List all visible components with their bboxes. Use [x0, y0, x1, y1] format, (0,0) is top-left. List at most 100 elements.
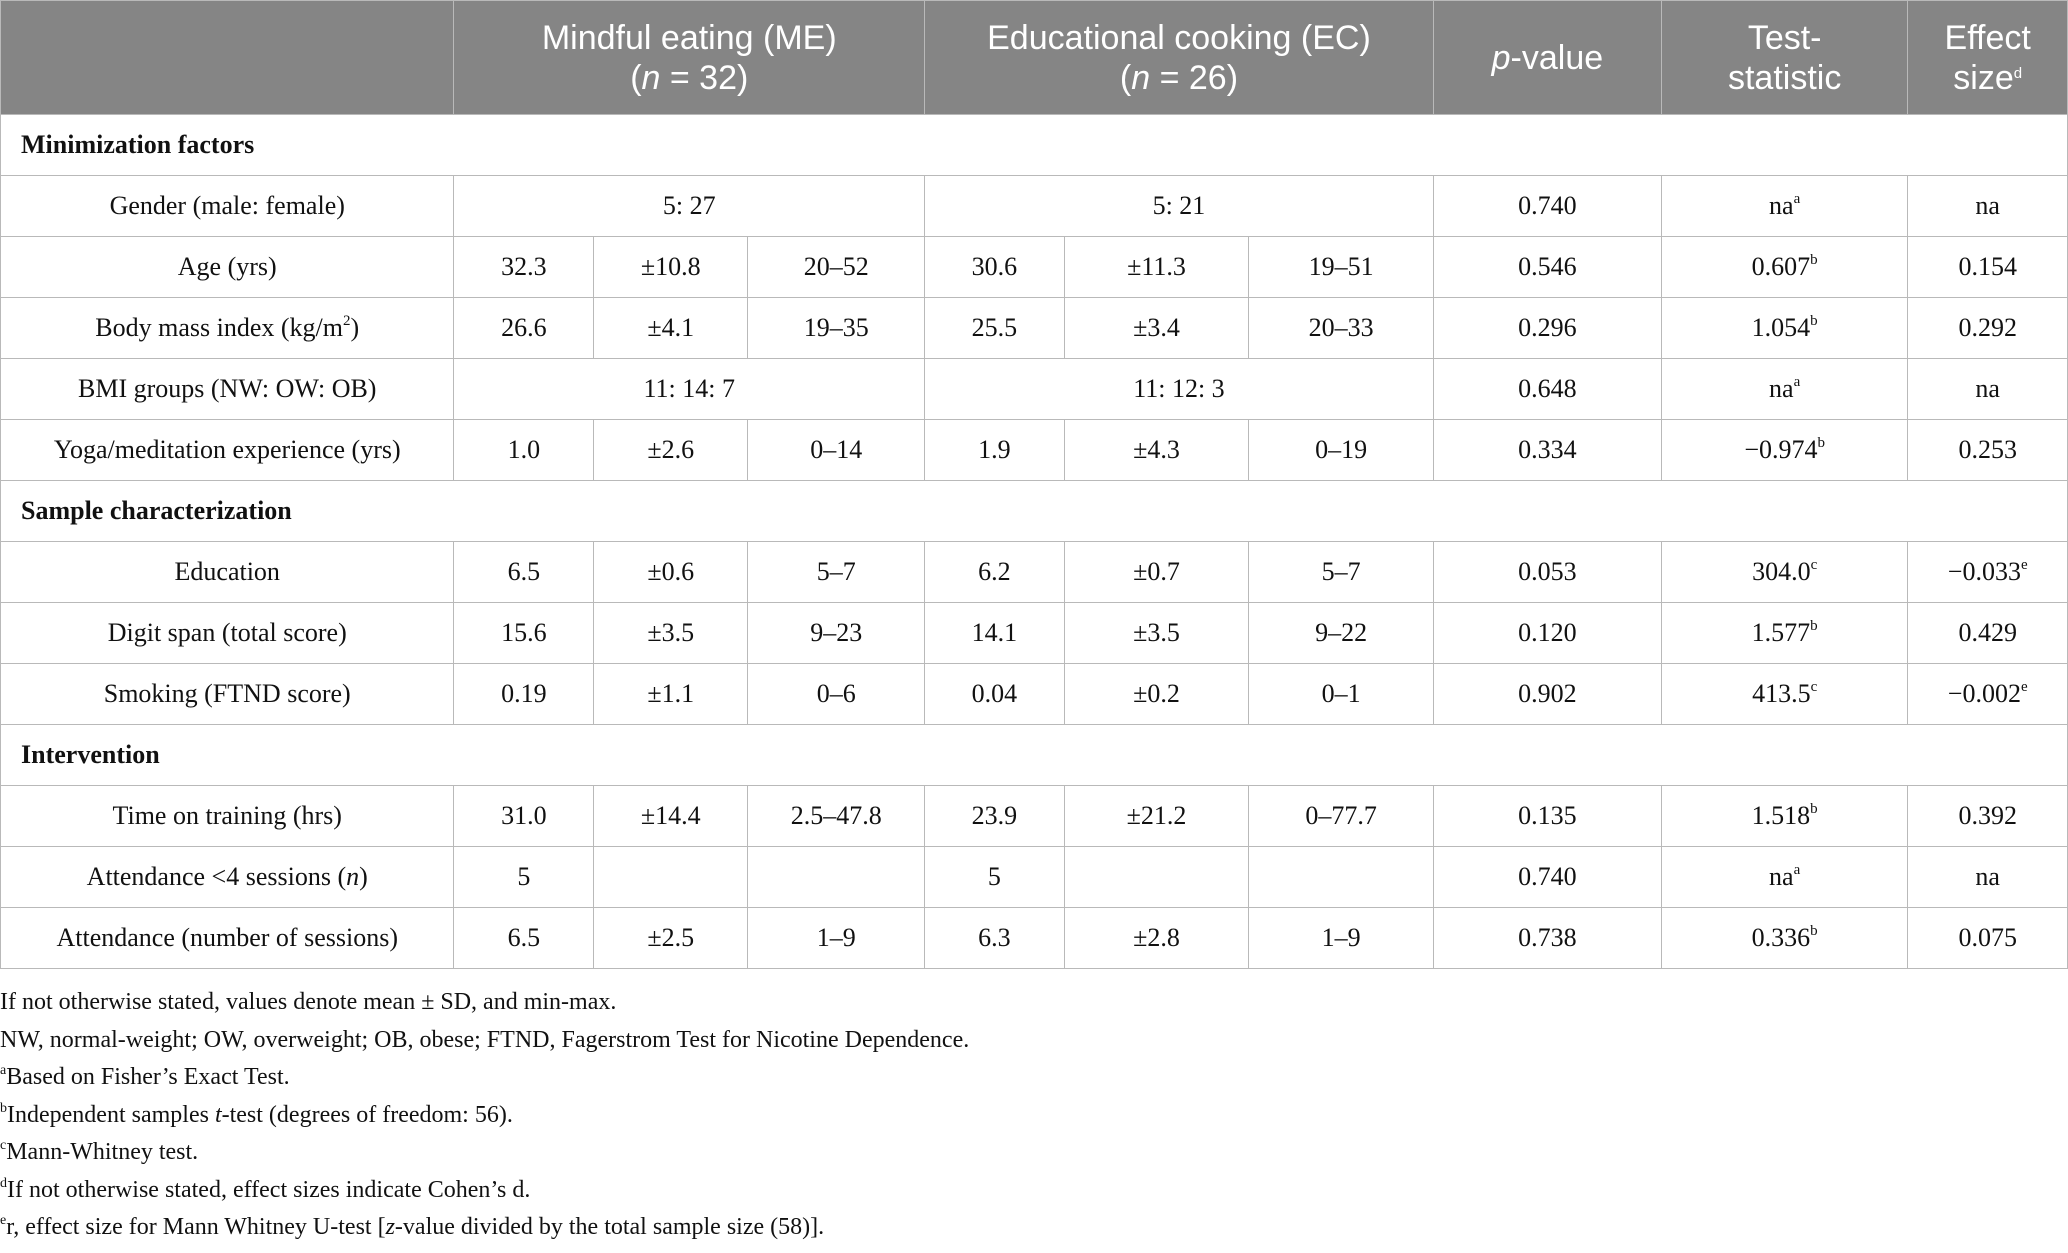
footnote: bIndependent samples t-test (degrees of … [0, 1097, 969, 1135]
cell-stat: 1.054b [1660, 297, 1909, 359]
cell-p: 0.648 [1432, 358, 1662, 420]
cell-ec-mean: 30.6 [924, 236, 1065, 298]
cell-stat: 1.518b [1660, 785, 1909, 847]
cell-ec: 11: 12: 3 [924, 358, 1434, 420]
stat-value: −0.974 [1744, 435, 1818, 464]
footnote-text: Mann-Whitney test. [6, 1139, 199, 1165]
cell-ec-range: 0–19 [1248, 419, 1434, 481]
cell-p: 0.738 [1432, 907, 1662, 969]
stat-value: 1.577 [1751, 618, 1811, 647]
section-row: Minimization factors [0, 114, 2068, 176]
header-ec-title: Educational cooking (EC) [987, 18, 1371, 57]
cell-p: 0.740 [1432, 175, 1662, 237]
cell-stat: 413.5c [1660, 663, 1909, 725]
label-end: ) [350, 313, 360, 342]
cell-ec-range: 0–1 [1248, 663, 1434, 725]
effect-value: −0.033 [1947, 557, 2021, 586]
section-row: Sample characterization [0, 480, 2068, 542]
header-p-text: p-value [1491, 38, 1604, 77]
stat-sup: b [1810, 252, 1818, 268]
footnote-text: If not otherwise stated, effect sizes in… [7, 1176, 531, 1203]
stat-value: na [1769, 374, 1794, 403]
cell-me-sd: ±14.4 [593, 785, 749, 847]
cell-stat: naa [1660, 358, 1909, 420]
cell-me-range: 0–14 [747, 419, 926, 481]
cell-ec-range: 1–9 [1248, 907, 1434, 969]
effect-value: 0.154 [1958, 252, 2017, 281]
stat-value: 413.5 [1752, 679, 1811, 708]
cell-p: 0.334 [1432, 419, 1662, 481]
cell-effect: 0.429 [1907, 602, 2068, 664]
cell-ec-mean: 1.9 [924, 419, 1065, 481]
footnote: dIf not otherwise stated, effect sizes i… [0, 1172, 969, 1210]
row-label: Gender (male: female) [0, 175, 455, 237]
cell-stat: −0.974b [1660, 419, 1909, 481]
header-n-italic: n [641, 58, 661, 97]
stat-value: 0.607 [1751, 252, 1811, 281]
footnote-sup: d [0, 1175, 7, 1191]
cell-ec-sd: ±0.2 [1063, 663, 1250, 725]
section-row: Intervention [0, 724, 2068, 786]
header-me-n: (n = 32) [630, 58, 749, 97]
cell-me: 11: 14: 7 [453, 358, 926, 420]
cell-stat: naa [1660, 175, 1909, 237]
cell-stat: 0.607b [1660, 236, 1909, 298]
footnote-sup: c [0, 1138, 7, 1153]
cell-p: 0.740 [1432, 846, 1662, 908]
cell-me-sd: ±2.6 [593, 419, 749, 481]
stat-sup: b [1810, 313, 1818, 329]
cell-effect: 0.253 [1907, 419, 2068, 481]
header-row: Mindful eating (ME) (n = 32) Educational… [0, 0, 2068, 115]
table-row: Attendance (number of sessions) 6.5 ±2.5… [0, 907, 2068, 969]
footnote: NW, normal-weight; OW, overweight; OB, o… [0, 1022, 969, 1060]
header-test-line2: statistic [1727, 58, 1842, 97]
cell-p: 0.546 [1432, 236, 1662, 298]
footnote-text: Independent samples [7, 1101, 215, 1128]
cell-me-sd [593, 846, 749, 908]
cell-me-range: 0–6 [747, 663, 926, 725]
label-sup: 2 [343, 313, 351, 329]
label-italic: n [346, 862, 360, 891]
cell-ec-mean: 6.3 [924, 907, 1065, 969]
cell-effect: na [1907, 358, 2068, 420]
cell-ec-range: 9–22 [1248, 602, 1434, 664]
stat-sup: c [1810, 557, 1818, 573]
footnote: er, effect size for Mann Whitney U-test … [0, 1209, 969, 1247]
cell-ec-mean: 5 [924, 846, 1065, 908]
footnote-italic: t [214, 1101, 222, 1128]
cell-me-range: 2.5–47.8 [747, 785, 926, 847]
results-table: Mindful eating (ME) (n = 32) Educational… [0, 0, 2068, 969]
header-p-value: p-value [1432, 0, 1662, 115]
cell-me-range: 5–7 [747, 541, 926, 603]
cell-ec-sd: ±11.3 [1063, 236, 1250, 298]
stat-value: na [1769, 191, 1794, 220]
stat-value: na [1769, 862, 1794, 891]
stat-sup: b [1810, 923, 1818, 939]
stat-sup: c [1810, 679, 1818, 695]
cell-ec-sd: ±4.3 [1063, 419, 1250, 481]
cell-p: 0.902 [1432, 663, 1662, 725]
cell-ec-sd: ±2.8 [1063, 907, 1250, 969]
stat-value: 0.336 [1751, 923, 1811, 952]
footnote-text: -value divided by the total sample size … [394, 1214, 825, 1240]
cell-me-sd: ±0.6 [593, 541, 749, 603]
effect-value: −0.002 [1947, 679, 2021, 708]
stat-sup: b [1810, 618, 1818, 634]
cell-ec-mean: 0.04 [924, 663, 1065, 725]
row-label: Education [0, 541, 455, 603]
row-label: Time on training (hrs) [0, 785, 455, 847]
cell-ec: 5: 21 [924, 175, 1434, 237]
cell-ec-range: 19–51 [1248, 236, 1434, 298]
cell-ec-mean: 25.5 [924, 297, 1065, 359]
cell-ec-sd: ±3.5 [1063, 602, 1250, 664]
effect-value: na [1975, 862, 2000, 891]
cell-me-sd: ±4.1 [593, 297, 749, 359]
cell-me-mean: 15.6 [453, 602, 595, 664]
cell-me-sd: ±10.8 [593, 236, 749, 298]
table-row: Body mass index (kg/m2) 26.6 ±4.1 19–35 … [0, 297, 2068, 359]
section-sample: Sample characterization [0, 480, 2068, 542]
section-intervention: Intervention [0, 724, 2068, 786]
footnote-text: If not otherwise stated, values denote m… [0, 989, 617, 1015]
table-row: Attendance <4 sessions (n) 5 5 0.740 naa… [0, 846, 2068, 908]
stat-value: 1.518 [1751, 801, 1811, 830]
